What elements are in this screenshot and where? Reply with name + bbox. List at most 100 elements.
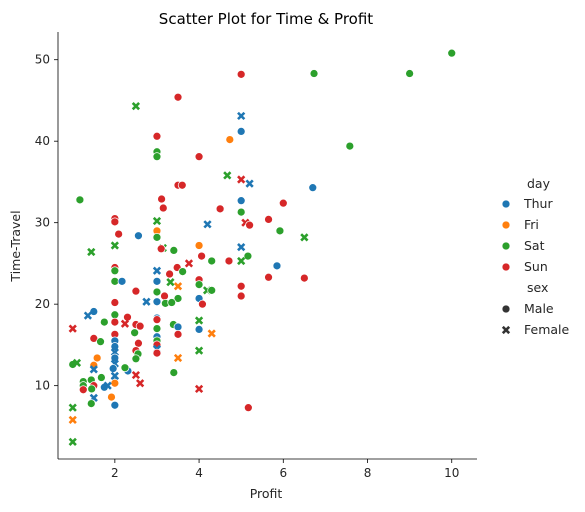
data-point — [152, 297, 162, 307]
data-point — [92, 353, 102, 363]
data-point — [184, 259, 194, 268]
data-point — [152, 324, 162, 333]
data-point — [160, 291, 169, 301]
data-point — [103, 381, 112, 390]
data-point — [207, 285, 217, 295]
data-point — [152, 287, 162, 297]
legend-label: Fri — [524, 217, 539, 232]
data-point — [131, 286, 141, 296]
y-tick-label: 40 — [35, 134, 50, 148]
data-point — [110, 400, 120, 410]
y-tick-label: 20 — [35, 297, 50, 311]
data-point — [405, 69, 414, 78]
data-point — [83, 311, 93, 320]
data-point — [86, 399, 96, 408]
data-point — [225, 135, 235, 144]
data-point — [177, 180, 187, 190]
x-axis-title: Profit — [250, 486, 283, 501]
data-point — [178, 267, 188, 276]
data-point — [223, 171, 232, 180]
data-point — [107, 392, 116, 402]
data-point — [278, 198, 288, 208]
data-point — [173, 322, 183, 332]
data-point — [237, 243, 246, 252]
data-point — [110, 217, 120, 227]
data-point — [75, 195, 85, 205]
legend-marker — [501, 220, 511, 230]
data-point — [245, 220, 254, 230]
data-point — [236, 196, 246, 206]
data-point — [68, 324, 77, 333]
legend-label: Male — [524, 301, 554, 316]
data-point — [152, 315, 162, 325]
data-point — [152, 131, 162, 141]
data-point — [110, 310, 120, 320]
data-point — [237, 256, 246, 266]
x-tick-label: 2 — [111, 466, 119, 480]
legend-label: Sun — [524, 259, 548, 274]
data-point — [110, 317, 120, 327]
data-point — [194, 280, 204, 289]
data-point — [96, 373, 106, 382]
data-point — [194, 325, 204, 334]
data-point — [68, 415, 77, 425]
data-point — [243, 403, 253, 413]
legend-label: Sat — [524, 238, 545, 253]
data-point — [197, 251, 206, 261]
data-point — [131, 370, 141, 380]
data-point — [87, 247, 96, 257]
data-point — [264, 215, 273, 224]
legend-marker — [501, 262, 511, 272]
data-point — [194, 152, 204, 162]
data-point — [152, 348, 162, 358]
legend-label: Thur — [523, 196, 553, 211]
data-point — [300, 233, 309, 242]
data-point — [134, 338, 143, 348]
legend-hue-title: day — [527, 176, 551, 191]
data-point — [308, 183, 318, 193]
data-point — [237, 111, 246, 121]
data-point — [135, 321, 145, 331]
data-point — [158, 203, 168, 213]
data-point — [243, 251, 253, 261]
chart-title: Scatter Plot for Time & Profit — [159, 10, 374, 28]
data-point — [236, 281, 246, 291]
data-point — [215, 204, 225, 214]
x-tick-label: 8 — [364, 466, 372, 480]
data-point — [72, 358, 82, 367]
legend-marker — [501, 304, 511, 314]
data-point — [264, 272, 273, 282]
data-point — [169, 246, 179, 255]
data-point — [236, 127, 246, 136]
data-point — [156, 244, 166, 254]
data-point — [203, 220, 212, 229]
y-tick-label: 50 — [35, 53, 50, 67]
data-point — [194, 384, 204, 394]
data-point — [152, 216, 162, 226]
data-point — [194, 241, 204, 250]
data-point — [114, 229, 124, 239]
data-point — [166, 278, 175, 287]
data-point — [198, 299, 207, 309]
data-point — [120, 319, 130, 328]
legend-label: Female — [524, 322, 570, 337]
data-point — [68, 403, 77, 412]
data-point — [117, 276, 127, 286]
data-point — [110, 298, 120, 307]
data-point — [152, 232, 162, 242]
data-point — [87, 384, 97, 394]
data-point — [173, 92, 183, 102]
data-point — [275, 226, 285, 236]
data-point — [108, 364, 118, 373]
data-point — [165, 269, 174, 279]
data-point — [169, 368, 179, 377]
data-point — [152, 276, 162, 286]
data-point — [173, 353, 183, 363]
data-point — [120, 363, 130, 373]
data-point — [194, 316, 204, 325]
legend: day Thur Fri Sat Sun sex Male Female — [501, 176, 570, 337]
data-point — [236, 207, 246, 217]
x-ticks: 2 4 6 8 10 — [111, 459, 459, 480]
data-point — [236, 291, 246, 301]
